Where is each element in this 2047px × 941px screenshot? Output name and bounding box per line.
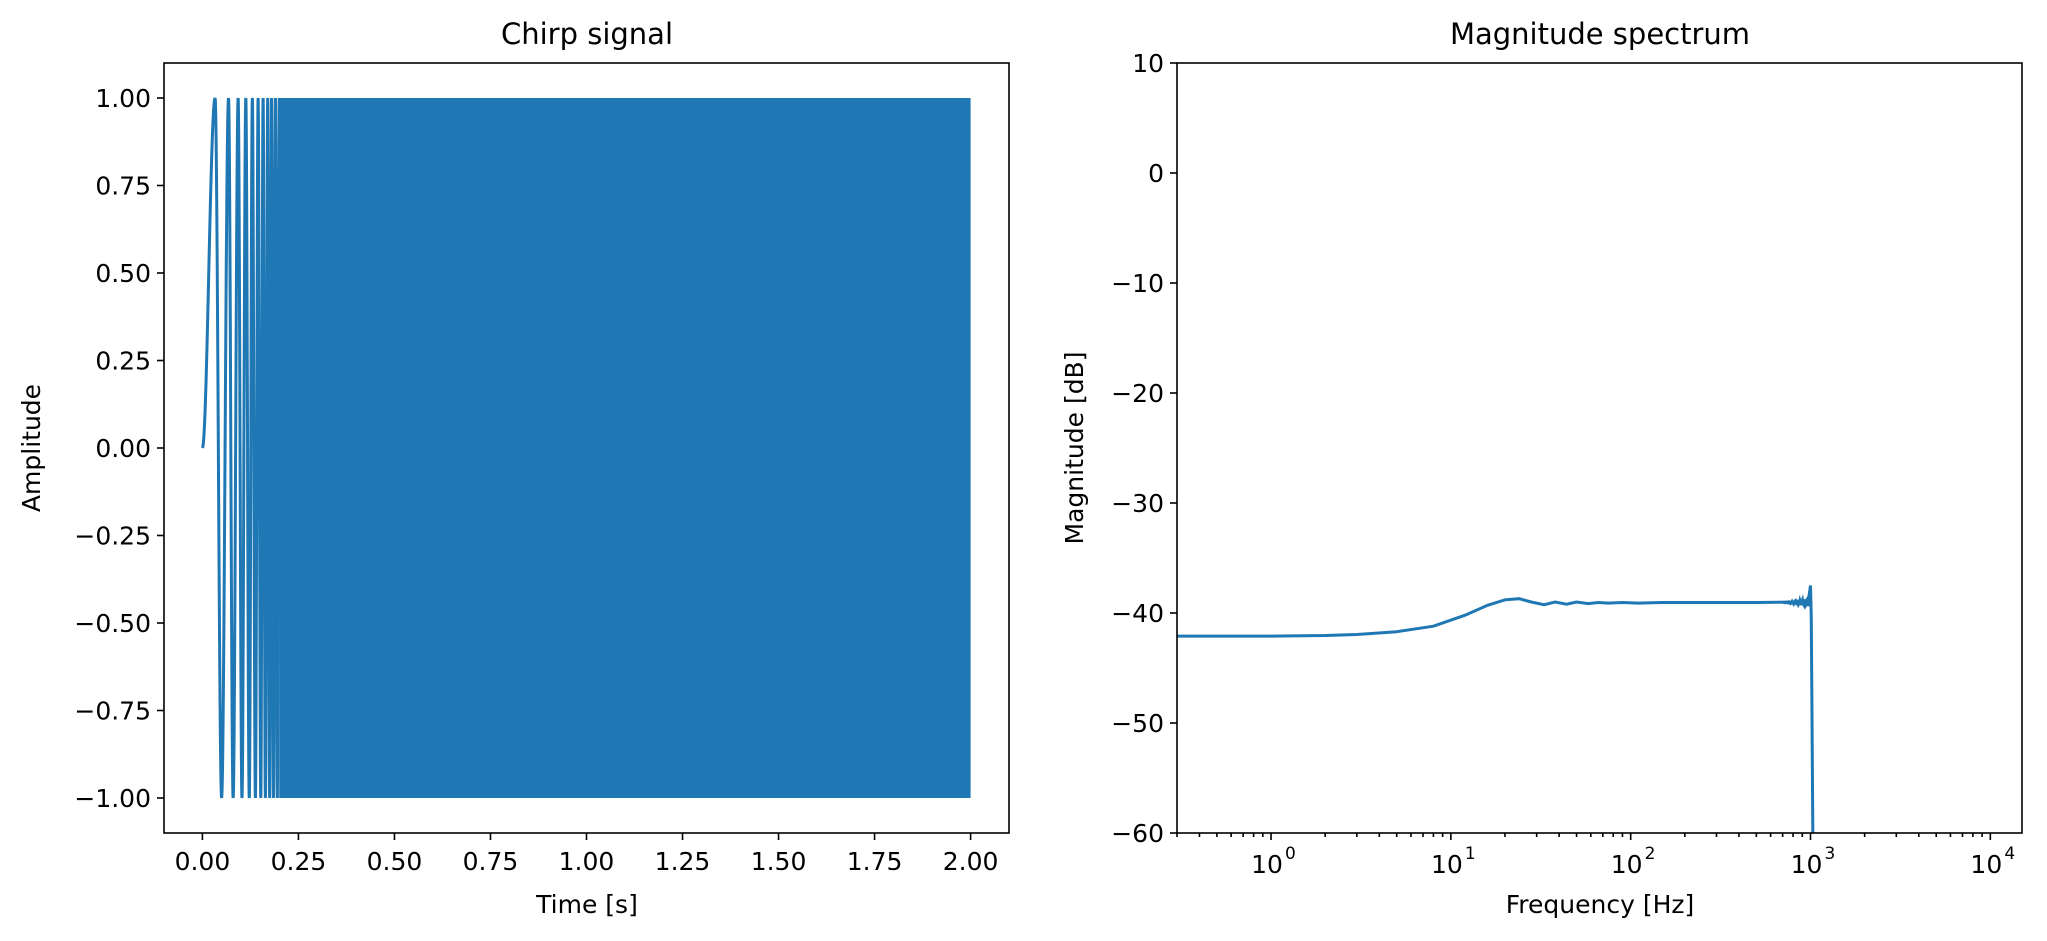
x-tick-exponent: 4: [2004, 844, 2015, 864]
x-tick-label: 0.50: [367, 847, 423, 876]
y-tick-label: 1.00: [95, 84, 151, 113]
x-tick-base: 10: [1611, 850, 1643, 879]
x-tick-label: 1.50: [751, 847, 807, 876]
x-tick-label: 10 1: [1431, 844, 1476, 879]
y-tick-label: −60: [1111, 819, 1164, 848]
x-axis-label: Frequency [Hz]: [1506, 890, 1695, 919]
y-tick-label: −50: [1111, 709, 1164, 738]
plot-area: [200, 97, 971, 799]
x-axis-label: Time [s]: [535, 890, 638, 919]
x-tick-label: 0.00: [175, 847, 231, 876]
y-tick-label: 0.50: [95, 259, 151, 288]
x-tick-label: 0.25: [271, 847, 327, 876]
y-axis-label: Magnitude [dB]: [1060, 352, 1089, 545]
x-tick-label: 1.75: [847, 847, 903, 876]
y-tick-label: 0: [1148, 159, 1164, 188]
y-axis: 10 0 −10 −20 −30 −40 −50 −60: [1111, 49, 1177, 848]
x-axis: 10 0 10 1 10 2 10 3 10 4: [1176, 833, 2015, 879]
y-tick-label: 0.25: [95, 347, 151, 376]
x-tick-base: 10: [1791, 850, 1823, 879]
dense-oscillation-band: [279, 98, 971, 798]
y-tick-label: −0.50: [74, 609, 151, 638]
x-tick-base: 10: [1251, 850, 1283, 879]
y-tick-label: 10: [1132, 49, 1164, 78]
y-tick-label: −20: [1111, 379, 1164, 408]
spectrum-chart: Magnitude spectrum 10 0 10 1 10 2 10 3 10 4 100−1…: [1060, 17, 2023, 919]
y-axis: 1.00 0.75 0.50 0.25 0.00 −0.25 −0.50 −0.75 −1.00: [74, 84, 164, 813]
chirp-line: [200, 97, 281, 799]
axes-frame: [1176, 62, 2023, 834]
y-tick-label: −0.25: [74, 522, 151, 551]
x-tick-exponent: 1: [1465, 844, 1476, 864]
y-tick-label: −1.00: [74, 784, 151, 813]
x-tick-label: 10 3: [1791, 844, 1836, 879]
x-tick-base: 10: [1431, 850, 1463, 879]
x-tick-label: 10 0: [1251, 844, 1296, 879]
y-tick-label: −40: [1111, 599, 1164, 628]
y-tick-label: 0.75: [95, 172, 151, 201]
chirp-chart: Chirp signal 0.00 0.25 0.50 0.75 1.00 1.25 1.5…: [17, 17, 1010, 919]
x-tick-label: 0.75: [463, 847, 519, 876]
x-axis: 0.00 0.25 0.50 0.75 1.00 1.25 1.50 1.75 2.00: [175, 833, 999, 876]
x-tick-label: 1.25: [655, 847, 711, 876]
y-tick-label: −30: [1111, 489, 1164, 518]
plot-area: [1177, 585, 1815, 834]
spectrum-ripple: [1782, 594, 1812, 611]
x-tick-label: 10 2: [1611, 844, 1656, 879]
y-axis-label: Amplitude: [17, 384, 46, 512]
x-tick-exponent: 0: [1285, 844, 1296, 864]
y-tick-label: 0.00: [95, 434, 151, 463]
chart-title: Magnitude spectrum: [1450, 17, 1750, 51]
x-tick-exponent: 2: [1645, 844, 1656, 864]
chart-title: Chirp signal: [501, 17, 673, 51]
x-tick-label: 2.00: [943, 847, 999, 876]
x-tick-label: 1.00: [559, 847, 615, 876]
x-tick-label: 10 4: [1970, 844, 2015, 879]
x-tick-exponent: 3: [1825, 844, 1836, 864]
x-tick-base: 10: [1970, 850, 2002, 879]
y-tick-label: −0.75: [74, 697, 151, 726]
y-tick-label: −10: [1111, 269, 1164, 298]
